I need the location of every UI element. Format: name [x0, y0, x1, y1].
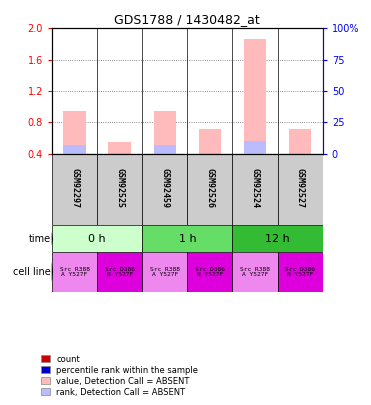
Polygon shape — [52, 262, 53, 282]
Bar — [97, 252, 142, 292]
Text: GSM92524: GSM92524 — [250, 168, 260, 208]
Text: time: time — [29, 234, 51, 244]
Title: GDS1788 / 1430482_at: GDS1788 / 1430482_at — [115, 13, 260, 26]
Text: 1 h: 1 h — [178, 234, 196, 244]
Bar — [52, 154, 97, 225]
Polygon shape — [52, 232, 53, 245]
Text: GSM92297: GSM92297 — [70, 168, 79, 208]
Bar — [244, 141, 266, 154]
Bar — [108, 142, 131, 154]
Text: GSM92527: GSM92527 — [296, 168, 305, 208]
Text: 0 h: 0 h — [88, 234, 106, 244]
Bar — [142, 154, 187, 225]
Bar — [278, 154, 323, 225]
Bar — [289, 129, 312, 154]
Bar — [278, 252, 323, 292]
Bar — [52, 225, 142, 252]
Bar — [244, 38, 266, 154]
Bar — [187, 252, 233, 292]
Text: Src D386
N Y527F: Src D386 N Y527F — [195, 266, 225, 277]
Text: Src D386
N Y527F: Src D386 N Y527F — [105, 266, 135, 277]
Text: GSM92525: GSM92525 — [115, 168, 124, 208]
Bar — [52, 252, 97, 292]
Text: GSM92459: GSM92459 — [160, 168, 169, 208]
Bar — [154, 145, 176, 154]
Bar — [142, 225, 233, 252]
Text: Src R388
A Y527F: Src R388 A Y527F — [150, 266, 180, 277]
Bar — [142, 252, 187, 292]
Text: 12 h: 12 h — [265, 234, 290, 244]
Bar — [187, 154, 233, 225]
Bar — [154, 111, 176, 154]
Text: Src R388
A Y527F: Src R388 A Y527F — [240, 266, 270, 277]
Text: GSM92526: GSM92526 — [206, 168, 214, 208]
Bar — [63, 111, 86, 154]
Bar — [63, 145, 86, 154]
Bar — [233, 225, 323, 252]
Bar — [233, 252, 278, 292]
Bar — [233, 154, 278, 225]
Bar — [198, 129, 221, 154]
Legend: count, percentile rank within the sample, value, Detection Call = ABSENT, rank, : count, percentile rank within the sample… — [41, 354, 198, 397]
Text: Src R388
A Y527F: Src R388 A Y527F — [59, 266, 89, 277]
Text: Src D386
N Y527F: Src D386 N Y527F — [285, 266, 315, 277]
Bar — [97, 154, 142, 225]
Text: cell line: cell line — [13, 267, 51, 277]
